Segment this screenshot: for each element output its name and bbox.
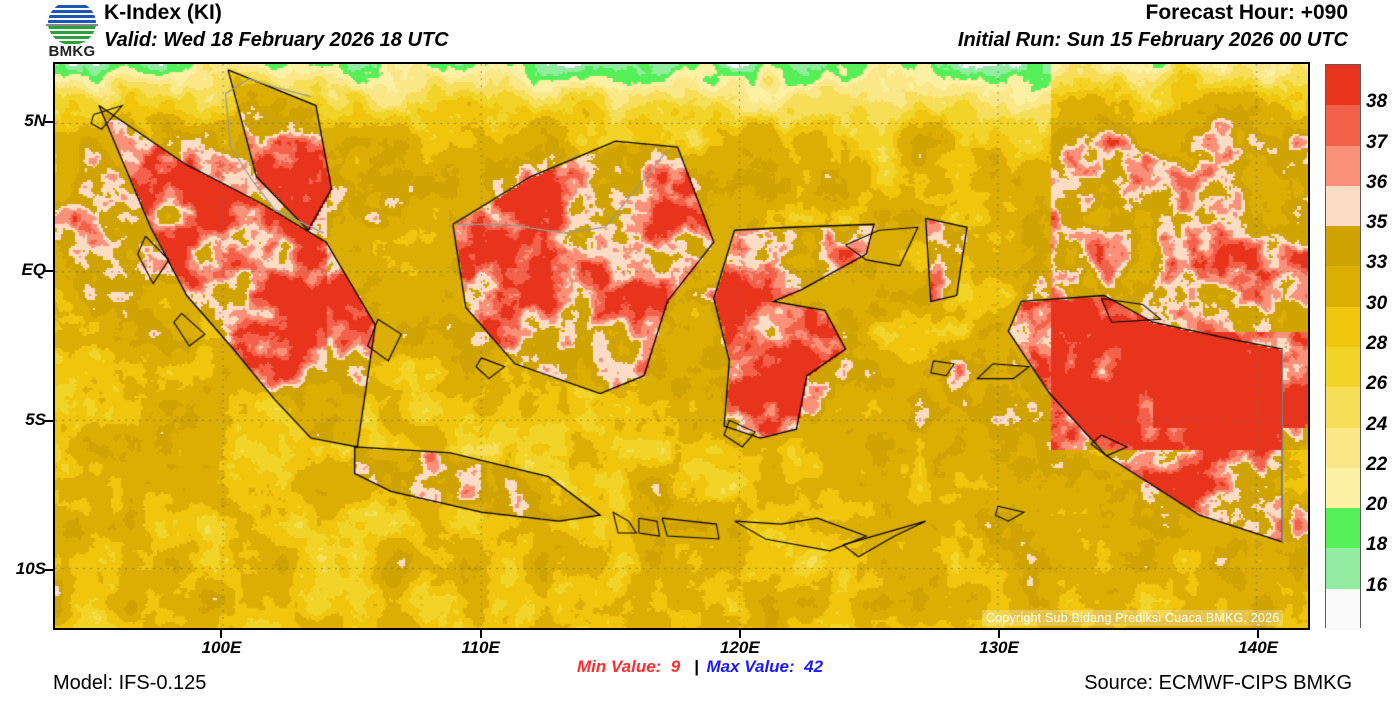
min-max-values: Min Value: 9 | Max Value: 42 [0,657,1400,677]
colorbar-swatch [1326,226,1360,268]
lon-tick-mark [220,630,223,638]
colorbar-swatch [1326,347,1360,388]
colorbar-tick-label: 16 [1366,574,1388,596]
lon-tick-mark [997,630,1000,638]
colorbar-tick-label: 33 [1366,252,1388,274]
lat-tick-label: 5N [24,110,46,130]
colorbar-swatch [1326,467,1360,509]
lat-tick-mark [45,120,53,123]
lat-tick-mark [45,270,53,273]
logo-green-wave-4 [48,41,96,44]
max-value-label: Max Value: [706,657,795,676]
lat-tick-mark [45,569,53,572]
colorbar-swatch [1326,427,1360,469]
lat-tick-mark [45,419,53,422]
colorbar-swatch [1326,588,1360,630]
lon-tick-label: 120E [719,638,760,657]
min-value-label: Min Value: [576,657,662,676]
colorbar-swatch [1326,508,1360,550]
logo-green-wave-1 [48,26,96,29]
colorbar-swatch [1326,65,1360,106]
valid-time-label: Valid: Wed 18 February 2026 18 UTC [104,29,449,51]
colorbar-tick-label: 18 [1366,534,1388,556]
colorbar-swatch [1326,548,1360,590]
max-value: 42 [804,657,824,676]
colorbar-tick-label: 38 [1366,91,1388,113]
colorbar-swatch [1326,185,1360,227]
initial-run-label: Initial Run: Sun 15 February 2026 00 UTC [957,29,1348,51]
colorbar-tick-label: 35 [1366,212,1388,234]
colorbar-tick-label: 24 [1366,413,1388,435]
lon-tick-mark [1257,630,1260,638]
colorbar-tick-label: 37 [1366,131,1388,153]
logo-disc [48,1,96,45]
lon-tick-mark [738,630,741,638]
colorbar-tick-label: 22 [1366,453,1388,475]
logo-green-wave-3 [48,36,96,39]
bmkg-logo-icon: BMKG [40,1,104,60]
forecast-hour-label: Forecast Hour: +090 [1145,1,1349,24]
logo-divider [46,24,98,26]
colorbar-tick-label: 26 [1366,373,1388,395]
colorbar-tick-label: 36 [1366,171,1388,193]
colorbar-swatch [1326,105,1360,147]
logo-blue-wave-3 [48,15,96,18]
colorbar [1325,64,1361,630]
copyright-watermark: Copyright Sub Bidang Prediksi Cuaca BMKG… [982,610,1284,626]
min-value: 9 [670,657,681,676]
colorbar-swatch [1326,266,1360,308]
lat-tick-label: EQ [21,260,46,280]
logo-label: BMKG [48,43,96,60]
colorbar-swatch [1326,145,1360,187]
lat-tick-label: 5S [25,409,46,429]
lon-tick-mark [479,630,482,638]
colorbar-swatch [1326,387,1360,429]
colorbar-swatch [1326,306,1360,348]
lon-tick-label: 100E [201,638,242,657]
page-title: K-Index (KI) [104,1,222,24]
header: BMKG K-Index (KI) Valid: Wed 18 February… [0,0,1400,62]
logo-blue-wave-4 [48,20,96,23]
lon-tick-label: 110E [461,638,500,657]
lon-tick-label: 140E [1238,638,1278,657]
colorbar-tick-label: 30 [1366,292,1388,314]
lat-tick-label: 10S [15,559,46,579]
colorbar-tick-label: 28 [1366,333,1388,354]
minmax-separator: | [693,657,699,676]
logo-blue-wave-1 [48,5,96,8]
logo-green-wave-2 [48,31,96,34]
model-label: Model: IFS-0.125 [53,672,207,694]
colorbar-tick-label: 20 [1366,494,1388,516]
map-plot-area[interactable]: Copyright Sub Bidang Prediksi Cuaca BMKG… [53,62,1310,630]
logo-blue-wave-2 [48,10,96,13]
map-contour-field [55,64,1308,628]
source-label: Source: ECMWF-CIPS BMKG [1084,672,1352,694]
lon-tick-label: 130E [979,638,1019,657]
